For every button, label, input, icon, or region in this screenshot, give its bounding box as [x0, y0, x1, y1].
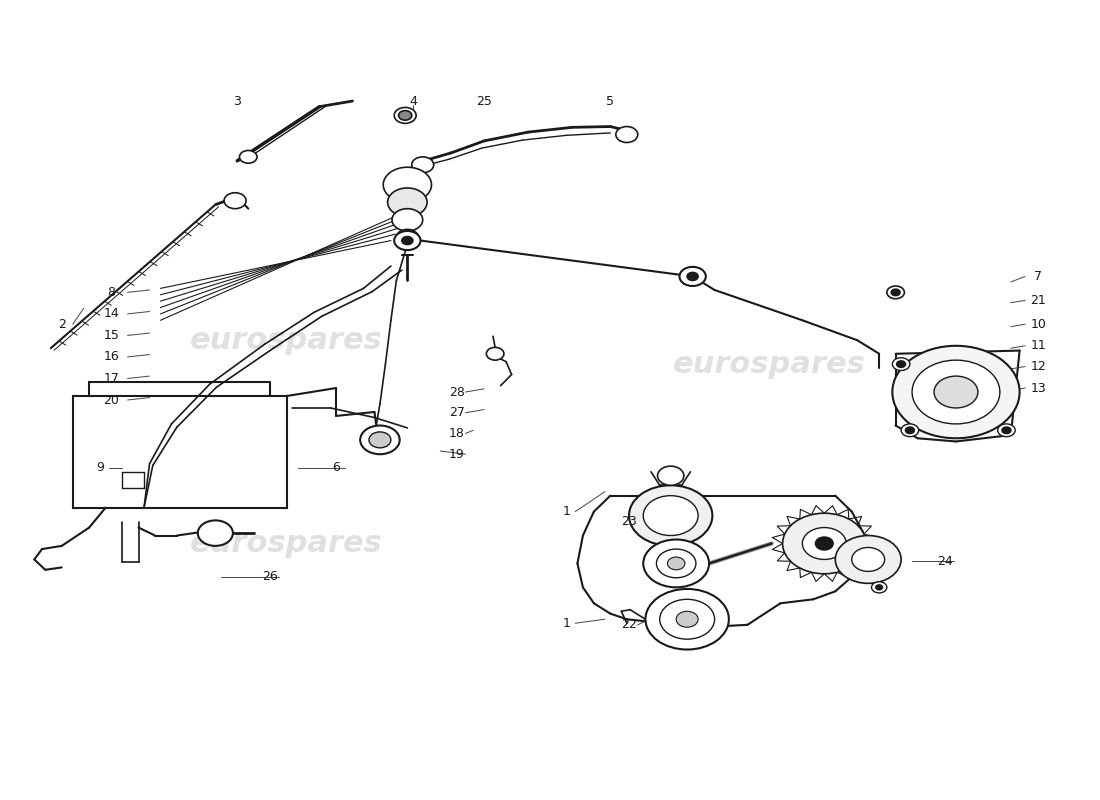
- Text: 18: 18: [449, 427, 464, 440]
- Circle shape: [402, 237, 412, 245]
- FancyBboxPatch shape: [73, 396, 287, 508]
- Circle shape: [1002, 427, 1011, 434]
- Circle shape: [876, 585, 882, 590]
- Circle shape: [646, 589, 729, 650]
- Circle shape: [815, 537, 833, 550]
- Text: 17: 17: [103, 372, 119, 385]
- Text: 25: 25: [476, 94, 492, 107]
- Text: 22: 22: [621, 618, 637, 631]
- Circle shape: [394, 231, 420, 250]
- Circle shape: [835, 535, 901, 583]
- Text: 12: 12: [1031, 360, 1046, 373]
- Circle shape: [368, 432, 390, 448]
- Circle shape: [644, 496, 698, 535]
- Text: eurospares: eurospares: [190, 326, 383, 354]
- Circle shape: [240, 150, 257, 163]
- Text: 16: 16: [103, 350, 119, 363]
- Circle shape: [224, 193, 246, 209]
- Circle shape: [360, 426, 399, 454]
- Circle shape: [680, 267, 706, 286]
- Circle shape: [657, 549, 696, 578]
- Text: 2: 2: [58, 318, 66, 330]
- Circle shape: [892, 346, 1020, 438]
- Circle shape: [660, 599, 715, 639]
- Text: 14: 14: [103, 307, 119, 321]
- Text: 7: 7: [1034, 270, 1043, 283]
- Text: 28: 28: [449, 386, 464, 398]
- Circle shape: [912, 360, 1000, 424]
- Circle shape: [392, 209, 422, 231]
- Text: 21: 21: [1031, 294, 1046, 307]
- Circle shape: [387, 188, 427, 217]
- Text: 23: 23: [621, 514, 637, 528]
- Text: 3: 3: [233, 94, 241, 107]
- Text: 5: 5: [606, 94, 614, 107]
- Text: 19: 19: [449, 448, 464, 461]
- Text: 26: 26: [262, 570, 278, 583]
- Circle shape: [658, 466, 684, 486]
- Circle shape: [394, 107, 416, 123]
- Text: 11: 11: [1031, 339, 1046, 352]
- Circle shape: [871, 582, 887, 593]
- Circle shape: [802, 527, 846, 559]
- Text: 6: 6: [332, 462, 340, 474]
- Circle shape: [396, 230, 418, 246]
- Circle shape: [896, 361, 905, 367]
- Text: 8: 8: [107, 286, 116, 299]
- Circle shape: [782, 514, 866, 574]
- Circle shape: [934, 376, 978, 408]
- Text: 4: 4: [409, 94, 417, 107]
- Text: eurospares: eurospares: [190, 529, 383, 558]
- Text: 20: 20: [103, 394, 119, 406]
- Text: 10: 10: [1031, 318, 1046, 330]
- Text: 27: 27: [449, 406, 464, 419]
- Text: 13: 13: [1031, 382, 1046, 394]
- Circle shape: [887, 286, 904, 298]
- Circle shape: [676, 611, 698, 627]
- Circle shape: [198, 520, 233, 546]
- Text: eurospares: eurospares: [673, 350, 866, 378]
- Circle shape: [851, 547, 884, 571]
- Circle shape: [668, 557, 685, 570]
- Circle shape: [398, 110, 411, 120]
- Circle shape: [892, 358, 910, 370]
- Text: 1: 1: [562, 505, 571, 518]
- Circle shape: [688, 273, 698, 281]
- Circle shape: [629, 486, 713, 546]
- Circle shape: [998, 424, 1015, 437]
- Text: 15: 15: [103, 329, 119, 342]
- Circle shape: [891, 289, 900, 295]
- Circle shape: [383, 167, 431, 202]
- Circle shape: [901, 424, 918, 437]
- Circle shape: [411, 157, 433, 173]
- Circle shape: [905, 427, 914, 434]
- Circle shape: [644, 539, 710, 587]
- Text: 24: 24: [937, 554, 953, 567]
- Text: 1: 1: [562, 617, 571, 630]
- Circle shape: [616, 126, 638, 142]
- Text: 9: 9: [96, 462, 104, 474]
- Circle shape: [486, 347, 504, 360]
